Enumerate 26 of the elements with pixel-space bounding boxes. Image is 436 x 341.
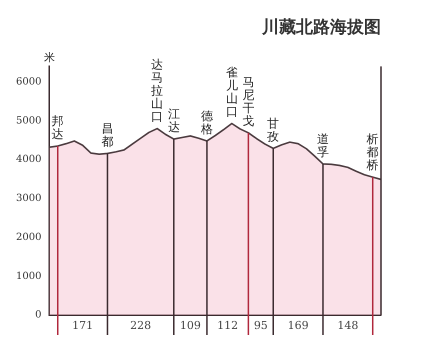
text: 95 (254, 318, 268, 332)
x-tick-label: 雀儿山口 (226, 66, 238, 119)
x-tick-label: 德格 (200, 109, 213, 136)
x-tick-label: 昌都 (101, 122, 114, 149)
text: 171 (72, 318, 94, 332)
text: 109 (180, 318, 201, 332)
y-tick-label: 3000 (16, 193, 42, 204)
y-tick-label: 0 (35, 310, 42, 321)
x-tick-label: 析都桥 (366, 132, 379, 172)
x-tick-label: 甘孜 (267, 116, 280, 144)
y-tick-label: 4000 (16, 154, 42, 166)
y-axis-title: 米 (44, 50, 55, 64)
chart-title: 川藏北路海拔图 (261, 18, 381, 38)
x-tick-label: 江达 (168, 107, 180, 134)
y-tick-label: 5000 (16, 115, 42, 126)
text: 112 (217, 318, 238, 332)
text: 148 (337, 318, 358, 332)
x-tick-label: 马尼干戈 (242, 74, 254, 128)
text: 169 (288, 318, 309, 332)
x-tick-label: 道孚 (316, 132, 329, 160)
text: 228 (130, 318, 152, 332)
x-tick-label: 邦达 (52, 114, 64, 142)
y-tick-label: 2000 (16, 232, 42, 243)
y-tick-label: 6000 (16, 76, 42, 88)
y-tick-label: 1000 (16, 270, 42, 282)
x-tick-label: 达马拉山口 (151, 58, 164, 124)
